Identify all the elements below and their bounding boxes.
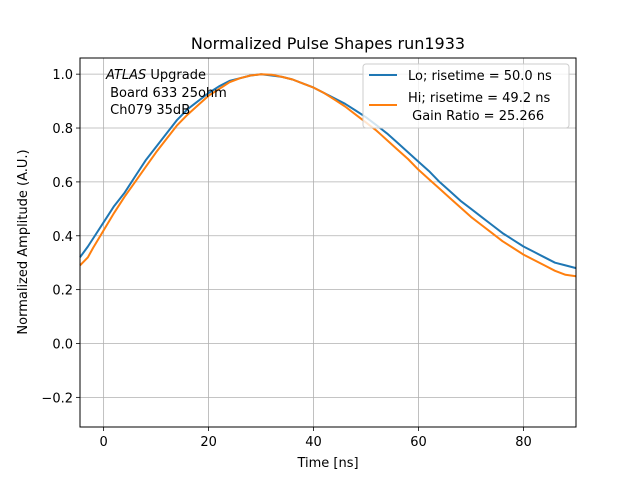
x-tick-label: 80 [515,435,532,450]
y-tick-label: 1.0 [52,68,73,83]
annotation-line-1: ATLAS Upgrade [105,68,206,83]
legend-label-hi: Hi; risetime = 49.2 ns Gain Ratio = 25.2… [408,91,550,124]
x-tick-label: 20 [200,435,217,450]
series-line-hi [79,73,577,278]
y-tick-label: 0.0 [52,338,73,353]
series-layer [79,73,577,278]
chart-title: Normalized Pulse Shapes run1933 [191,34,465,53]
annotation-line-3: Ch079 35dB [106,103,190,118]
plot-frame [79,57,577,428]
legend-label-hi-line: Gain Ratio = 25.266 [408,109,544,124]
y-tick-label: 0.6 [52,176,73,191]
y-tick-label: 0.2 [52,284,73,299]
annotation-line-2: Board 633 25ohm [106,86,227,101]
x-tick-label: 40 [305,435,322,450]
legend-label-lo: Lo; risetime = 50.0 ns [408,69,552,84]
x-axis-title: Time [ns] [296,456,358,471]
y-tick-label: −0.2 [41,391,73,406]
ticks: 0 20 40 60 80 −0.2 0.0 0.2 0.4 0.6 0.8 1.0 [41,68,531,450]
legend: Lo; risetime = 50.0 ns Hi; risetime = 49… [362,63,570,129]
y-tick-label: 0.8 [52,122,73,137]
legend-frame [362,63,570,129]
annotation-atlas: ATLAS [105,68,146,83]
y-tick-label: 0.4 [52,230,73,245]
x-tick-label: 0 [99,435,107,450]
annotation-box: ATLAS Upgrade Board 633 25ohm Ch079 35dB [105,68,227,118]
annotation-upgrade: Upgrade [146,68,206,83]
y-axis-title: Normalized Amplitude (A.U.) [16,149,31,334]
legend-label-hi-line: Hi; risetime = 49.2 ns [408,91,550,106]
x-tick-label: 60 [410,435,427,450]
